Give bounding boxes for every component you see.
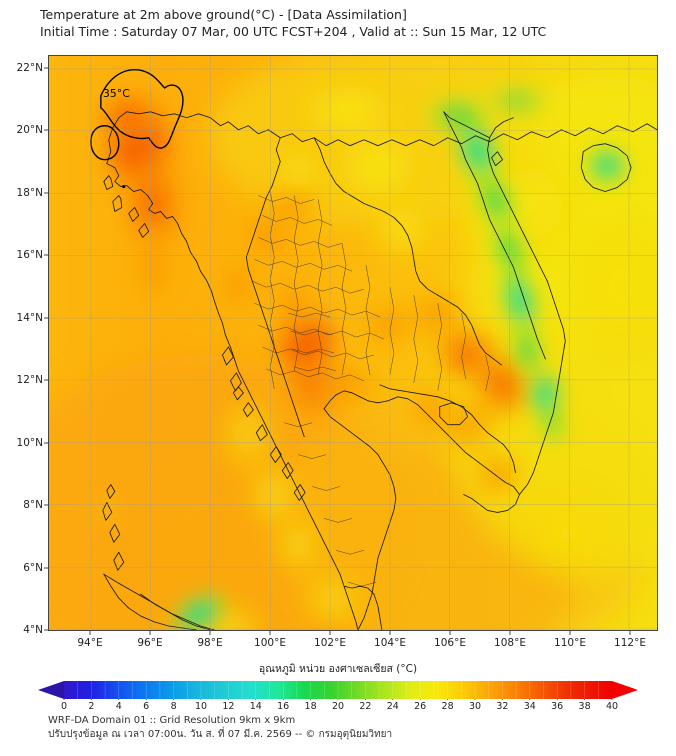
- cb-tick: 40: [605, 701, 619, 712]
- y-tick-label: 8°N: [23, 499, 43, 511]
- x-tick-label: 98°E: [197, 637, 223, 649]
- cb-tick: 2: [88, 701, 95, 712]
- map-plot-area[interactable]: 35°C: [48, 55, 658, 631]
- province-boundary-layer: [252, 191, 490, 587]
- cb-tick: 18: [304, 701, 317, 712]
- x-tick-label: 94°E: [77, 637, 103, 649]
- cb-tick: 30: [468, 701, 482, 712]
- page-title: Temperature at 2m above ground(°C) - [Da…: [40, 7, 407, 22]
- footer-credit: ปรับปรุงข้อมูล ณ เวลา 07:00น. วัน ส. ที่…: [48, 729, 393, 740]
- grid-layer: [49, 56, 657, 630]
- x-tick-label: 112°E: [614, 637, 646, 649]
- colorbar-title: อุณหภูมิ หน่วย องศาเซลเซียส (°C): [258, 663, 418, 675]
- colorbar-extend-low-arrow: [38, 681, 64, 699]
- cb-tick: 24: [386, 701, 399, 712]
- y-tick-label: 18°N: [16, 187, 43, 199]
- colorbar-gradient: [38, 681, 638, 700]
- temperature-field: 35°C: [49, 56, 657, 630]
- cb-tick: 4: [115, 701, 122, 712]
- cb-tick: 36: [551, 701, 564, 712]
- cb-tick: 20: [331, 701, 345, 712]
- contour-35c: 35°C: [90, 69, 184, 189]
- footer-block: WRF-DA Domain 01 :: Grid Resolution 9km …: [48, 714, 648, 742]
- cb-tick: 32: [496, 701, 509, 712]
- colorbar-block: อุณหภูมิ หน่วย องศาเซลเซียส (°C): [0, 660, 676, 714]
- x-tick-label: 102°E: [314, 637, 346, 649]
- cb-tick: 22: [359, 701, 372, 712]
- contour-label-35c: 35°C: [103, 87, 130, 100]
- cb-tick: 6: [143, 701, 150, 712]
- cb-tick: 14: [249, 701, 262, 712]
- x-tick-label: 96°E: [137, 637, 163, 649]
- x-tick-label: 104°E: [374, 637, 406, 649]
- figure-title-block: Temperature at 2m above ground(°C) - [Da…: [40, 6, 660, 40]
- cb-tick: 26: [414, 701, 427, 712]
- colorbar-tick-labels: 0 2 4 6 8 10 12 14 16 18 20 22 24 26 28 …: [38, 700, 638, 714]
- x-tick-label: 110°E: [554, 637, 586, 649]
- cb-tick: 38: [578, 701, 591, 712]
- x-tick-label: 106°E: [434, 637, 466, 649]
- y-tick-label: 22°N: [16, 62, 43, 74]
- y-tick-label: 10°N: [16, 437, 43, 449]
- y-tick-label: 4°N: [23, 624, 43, 636]
- cb-tick: 34: [523, 701, 536, 712]
- coastline-and-border-layer: [102, 111, 657, 630]
- cb-tick: 12: [222, 701, 235, 712]
- y-tick-label: 14°N: [16, 312, 43, 324]
- footer-model-info: WRF-DA Domain 01 :: Grid Resolution 9km …: [48, 715, 296, 726]
- cb-tick: 16: [277, 701, 290, 712]
- figure-subtitle: Initial Time : Saturday 07 Mar, 00 UTC F…: [40, 24, 547, 39]
- x-tick-label: 100°E: [254, 637, 286, 649]
- y-tick-label: 6°N: [23, 562, 43, 574]
- cb-tick: 28: [441, 701, 454, 712]
- y-tick-label: 16°N: [16, 249, 43, 261]
- colorbar-extend-high-arrow: [612, 681, 638, 699]
- cb-tick: 8: [170, 701, 177, 712]
- colorbar[interactable]: 0 2 4 6 8 10 12 14 16 18 20 22 24 26 28 …: [38, 680, 638, 714]
- x-tick-label: 108°E: [494, 637, 526, 649]
- y-tick-label: 20°N: [16, 124, 43, 136]
- temperature-map-figure: 35°C: [17, 55, 658, 649]
- cb-tick: 0: [60, 701, 68, 712]
- y-tick-label: 12°N: [16, 374, 43, 386]
- cb-tick: 10: [194, 701, 208, 712]
